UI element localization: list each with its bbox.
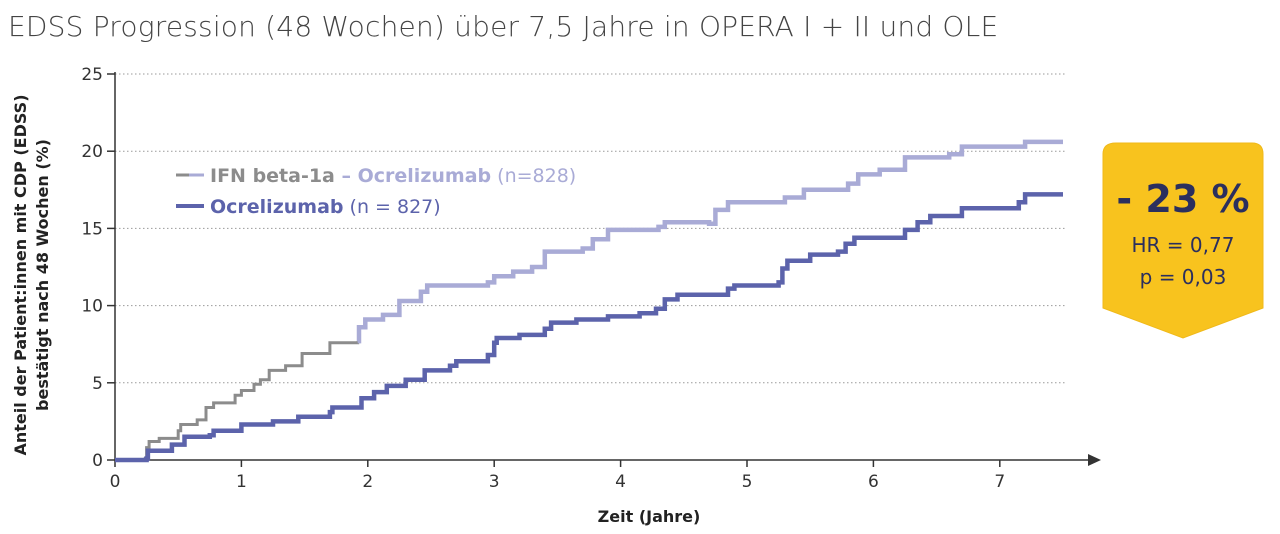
chart-title: EDSS Progression (48 Wochen) über 7,5 Ja…	[8, 10, 999, 43]
y-tick-label-0: 0	[92, 451, 103, 471]
x-tick-label-4: 4	[615, 472, 626, 492]
legend-label-1: Ocrelizumab (n = 827)	[210, 196, 441, 218]
y-tick-label-5: 5	[92, 374, 103, 394]
x-tick-label-1: 1	[236, 472, 247, 492]
x-tick-label-2: 2	[362, 472, 373, 492]
x-tick-label-3: 3	[489, 472, 500, 492]
x-axis-title: Zeit (Jahre)	[598, 507, 701, 526]
axes-layer: 0 5 10 15 20 25 0 1 2 3 4 5 6 7 Zeit (Jahre) Anteil der…	[11, 65, 1101, 526]
series-0-line-pre-switch	[115, 341, 360, 462]
x-tick-label-5: 5	[742, 472, 753, 492]
y-tick-label-10: 10	[81, 297, 103, 317]
x-tick-label-6: 6	[868, 472, 879, 492]
grid-layer	[115, 73, 1067, 384]
badge-shape	[1102, 142, 1264, 339]
y-tick-label-20: 20	[81, 142, 103, 162]
series-0-line-post-switch	[356, 139, 1063, 344]
x-tick-label-0: 0	[110, 472, 121, 492]
y-tick-label-15: 15	[81, 219, 103, 239]
y-axis-title-line-2: bestätigt nach 48 Wochen (%)	[33, 139, 52, 411]
y-axis-title-line-1: Anteil der Patient:innen mit CDP (EDSS)	[11, 94, 30, 455]
badge-p-value: p = 0,03	[1140, 265, 1227, 289]
legend-label-0: IFN beta-1a – Ocrelizumab (n=828)	[210, 165, 576, 187]
x-axis-arrow-icon	[1088, 454, 1101, 466]
badge-reduction: - 23 %	[1116, 177, 1249, 221]
series-layer	[115, 139, 1063, 463]
legend: IFN beta-1a – Ocrelizumab (n=828) Ocreliz…	[176, 165, 576, 218]
series-1-line	[115, 192, 1063, 463]
x-tick-label-7: 7	[994, 472, 1005, 492]
badge-hazard-ratio: HR = 0,77	[1132, 233, 1235, 257]
y-tick-label-25: 25	[81, 65, 103, 85]
result-badge: - 23 % HR = 0,77 p = 0,03	[1102, 142, 1264, 339]
